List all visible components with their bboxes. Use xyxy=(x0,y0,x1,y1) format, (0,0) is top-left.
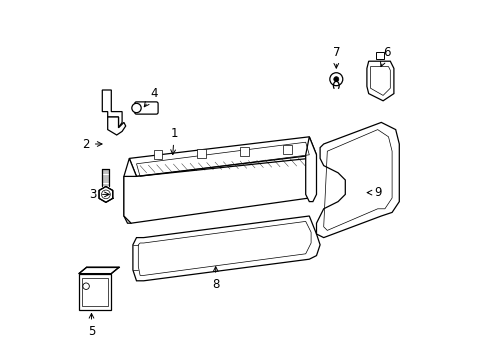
Polygon shape xyxy=(240,147,248,156)
Circle shape xyxy=(329,73,342,86)
Text: 5: 5 xyxy=(88,314,95,338)
Polygon shape xyxy=(283,145,291,154)
Circle shape xyxy=(132,103,141,113)
Polygon shape xyxy=(123,158,136,223)
Text: 7: 7 xyxy=(332,46,339,68)
Text: 8: 8 xyxy=(212,267,219,291)
FancyBboxPatch shape xyxy=(134,102,158,114)
Text: 4: 4 xyxy=(144,87,158,107)
Polygon shape xyxy=(197,149,205,158)
Circle shape xyxy=(333,77,338,82)
Text: 3: 3 xyxy=(89,188,109,201)
Bar xyxy=(375,52,383,59)
Polygon shape xyxy=(79,267,119,274)
Polygon shape xyxy=(305,137,316,202)
Polygon shape xyxy=(129,137,316,176)
Text: 6: 6 xyxy=(380,46,389,67)
Polygon shape xyxy=(153,150,162,159)
Polygon shape xyxy=(123,158,309,223)
Polygon shape xyxy=(316,122,399,238)
Text: 2: 2 xyxy=(82,138,102,150)
Polygon shape xyxy=(79,274,111,310)
Polygon shape xyxy=(102,90,122,128)
Polygon shape xyxy=(133,216,320,281)
Text: 9: 9 xyxy=(366,186,381,199)
Polygon shape xyxy=(107,117,125,135)
Polygon shape xyxy=(366,61,393,101)
Text: 1: 1 xyxy=(170,127,178,154)
Polygon shape xyxy=(99,186,113,202)
